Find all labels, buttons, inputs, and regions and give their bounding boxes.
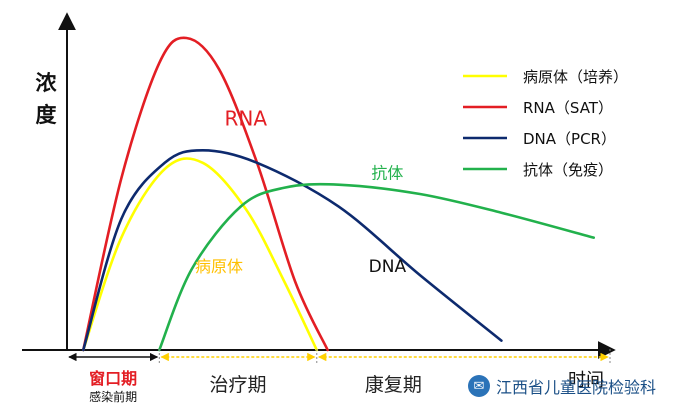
legend-label-rna: RNA（SAT）	[523, 99, 613, 117]
curve-label-antibody: 抗体	[371, 163, 403, 182]
period-sublabel-0: 感染前期	[89, 389, 137, 404]
legend-label-pathogen: 病原体（培养）	[523, 68, 628, 86]
curve-label-pathogen: 病原体	[195, 257, 243, 276]
y-axis-label: 浓度	[36, 71, 58, 127]
period-label-2: 康复期	[365, 374, 422, 396]
legend: 病原体（培养） RNA（SAT） DNA（PCR） 抗体（免疫）	[463, 68, 628, 179]
legend-label-dna: DNA（PCR）	[523, 130, 616, 148]
series-line-dna	[81, 149, 503, 352]
period-label-1: 治疗期	[210, 374, 267, 396]
curve-label-dna: DNA	[369, 257, 407, 277]
curve-label-rna: RNA	[224, 106, 267, 130]
watermark: ✉ 江西省儿童医院检验科	[468, 366, 678, 406]
wechat-icon: ✉	[468, 375, 490, 397]
series-line-rna	[81, 36, 329, 352]
watermark-text: 江西省儿童医院检验科	[496, 378, 657, 397]
period-label-0: 窗口期	[89, 369, 137, 388]
x-axis-label: 时间	[568, 370, 604, 391]
curves	[81, 36, 596, 352]
legend-label-antibody: 抗体（免疫）	[523, 161, 613, 179]
series-line-antibody	[158, 182, 596, 352]
series-line-pathogen	[81, 157, 319, 352]
